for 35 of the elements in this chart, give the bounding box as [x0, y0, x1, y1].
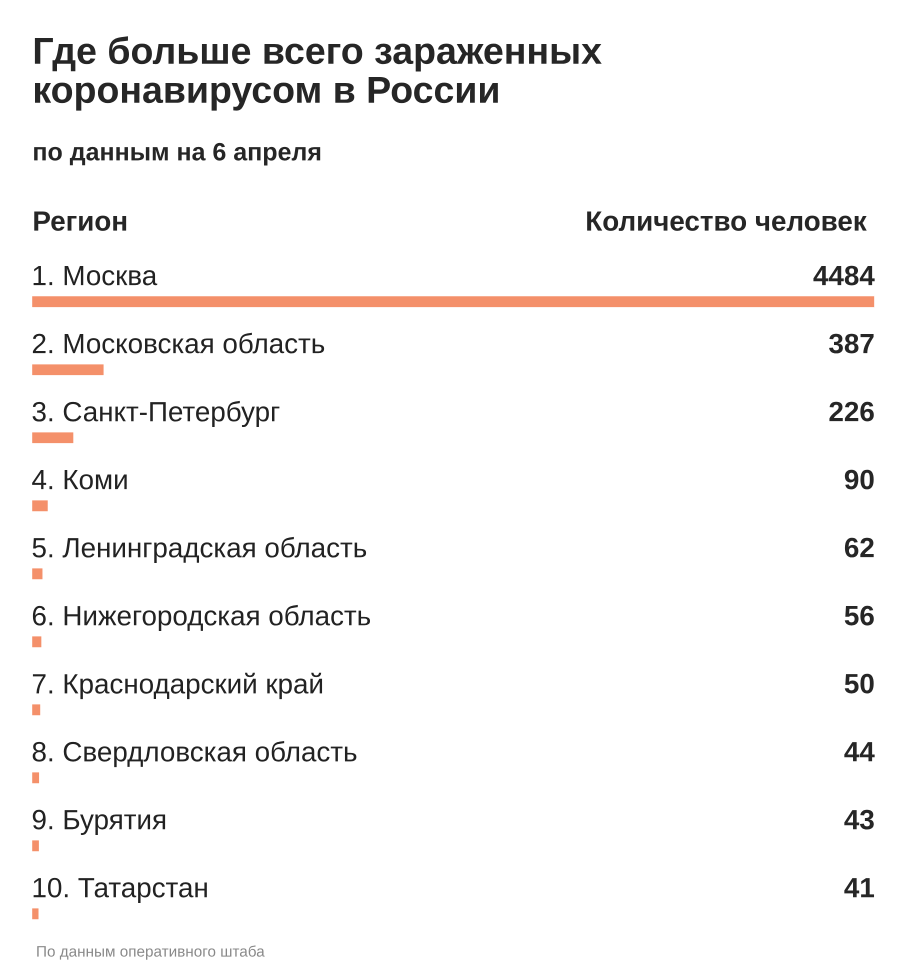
y-tick-label: 4. Коми — [32, 470, 127, 490]
bar — [32, 498, 50, 513]
y-tick-label: 9. Бурятия — [32, 810, 166, 835]
y-tick-label: 2. Московская область — [32, 332, 324, 354]
bar — [32, 907, 40, 921]
bar — [32, 770, 40, 785]
data-label: 62 — [844, 538, 874, 558]
bar — [32, 839, 40, 853]
y-axis-title: Регион — [34, 212, 126, 231]
data-label: 56 — [844, 606, 874, 626]
data-label: 387 — [829, 334, 874, 354]
y-tick-label: 5. Ленинградская область — [32, 536, 366, 564]
data-label: 41 — [844, 878, 874, 898]
chart-title: Где больше всего зараженных коронавирусом в России — [34, 36, 602, 111]
text: По данным оперативного штаба — [37, 945, 265, 960]
data-label: 90 — [844, 470, 874, 490]
bar — [32, 566, 44, 581]
data-label: 44 — [844, 742, 875, 762]
data-label: 226 — [829, 402, 874, 422]
data-label: 43 — [844, 810, 874, 830]
bar — [32, 702, 42, 717]
bar — [32, 634, 43, 649]
y-tick-label: 8. Свердловская область — [32, 740, 356, 768]
y-tick-label: 10. Татарстан — [34, 878, 207, 903]
y-tick-label: 1. Москва — [34, 266, 158, 286]
y-tick-label: 6. Нижегородская область — [32, 604, 370, 632]
y-tick-label: 7. Краснодарский край — [32, 672, 322, 700]
data-label: 50 — [844, 674, 874, 694]
chart-subtitle: по данным на 6 апреля — [34, 142, 320, 166]
bar — [32, 294, 875, 309]
bar — [32, 430, 75, 445]
bar — [32, 362, 105, 377]
x-axis-title: Количество человек — [587, 212, 867, 231]
y-tick-label: 3. Санкт-Петербург — [32, 400, 280, 428]
data-label: 4484 — [813, 266, 875, 286]
